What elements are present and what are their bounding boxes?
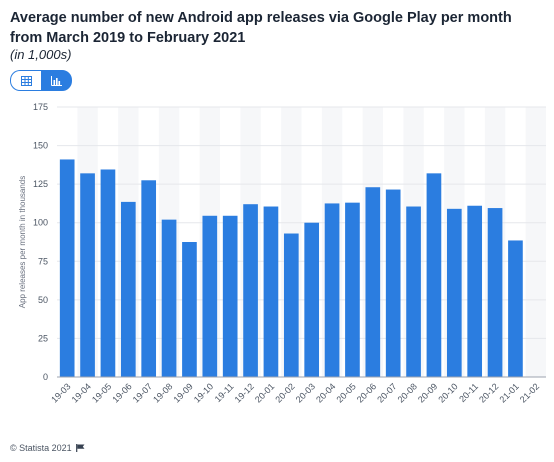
footer: © Statista 2021 — [10, 443, 85, 453]
y-tick-label: 150 — [33, 141, 48, 151]
bar-chart: 0 25 50 75 100 125 150 175 App releases per mont… — [18, 102, 546, 405]
x-tick-label: 20-10 — [436, 381, 459, 404]
y-tick-label: 25 — [38, 333, 48, 343]
x-tick-label: 21-02 — [518, 381, 541, 404]
bar[interactable] — [365, 187, 381, 377]
x-tick-label: 19-04 — [70, 381, 93, 404]
copyright-text: © Statista 2021 — [10, 443, 72, 453]
column-band — [525, 107, 546, 377]
bar[interactable] — [467, 205, 483, 377]
y-tick-label: 100 — [33, 218, 48, 228]
bar-chart-icon — [51, 75, 62, 86]
y-tick-label: 0 — [43, 372, 48, 382]
x-tick-label: 19-11 — [213, 381, 236, 404]
chart-title: Average number of new Android app releas… — [10, 10, 512, 46]
x-tick-label: 20-06 — [355, 381, 378, 404]
bar[interactable] — [59, 159, 75, 377]
x-tick-label: 20-07 — [375, 381, 398, 404]
x-tick-label: 20-12 — [477, 381, 500, 404]
x-tick-label: 19-08 — [151, 381, 174, 404]
y-tick-label: 75 — [38, 256, 48, 266]
bar[interactable] — [426, 173, 442, 377]
bar[interactable] — [508, 240, 523, 377]
y-axis-label: App releases per month in thousands — [18, 176, 27, 309]
x-tick-label: 19-09 — [171, 381, 194, 404]
bar[interactable] — [182, 242, 197, 377]
y-tick-label: 125 — [33, 179, 48, 189]
x-tick-label: 20-01 — [253, 381, 276, 404]
chart-view-button[interactable] — [41, 70, 72, 91]
bar[interactable] — [406, 206, 421, 377]
bar[interactable] — [100, 169, 116, 377]
x-tick-label: 20-02 — [273, 381, 296, 404]
bar[interactable] — [345, 202, 360, 377]
bar[interactable] — [446, 208, 462, 377]
bar[interactable] — [304, 222, 320, 377]
bar[interactable] — [385, 189, 401, 377]
bar[interactable] — [487, 208, 503, 377]
view-toggle — [10, 70, 72, 91]
x-tick-label: 20-08 — [396, 381, 419, 404]
x-tick-label: 19-12 — [233, 381, 256, 404]
x-tick-label: 20-03 — [294, 381, 317, 404]
table-icon — [20, 75, 32, 86]
x-tick-label: 20-05 — [334, 381, 357, 404]
x-tick-label: 20-04 — [314, 381, 337, 404]
x-tick-label: 19-06 — [110, 381, 133, 404]
bar[interactable] — [120, 201, 136, 377]
chart-subtitle: (in 1,000s) — [10, 47, 72, 62]
bar[interactable] — [263, 206, 279, 377]
bar[interactable] — [202, 215, 218, 377]
x-tick-label: 19-07 — [131, 381, 154, 404]
y-tick-label: 175 — [33, 102, 48, 112]
bar[interactable] — [222, 215, 238, 377]
table-view-button[interactable] — [10, 70, 41, 91]
y-tick-label: 50 — [38, 295, 48, 305]
bar[interactable] — [80, 173, 95, 377]
x-tick-label: 20-09 — [416, 381, 439, 404]
bar[interactable] — [283, 233, 299, 377]
x-tick-label: 20-11 — [457, 381, 480, 404]
flag-icon[interactable] — [75, 444, 85, 452]
x-tick-label: 19-05 — [90, 381, 113, 404]
bar[interactable] — [243, 204, 258, 377]
x-tick-label: 21-01 — [497, 381, 520, 404]
bar[interactable] — [141, 180, 157, 377]
bar[interactable] — [324, 203, 340, 377]
x-tick-label: 19-03 — [49, 381, 72, 404]
bar[interactable] — [161, 219, 177, 377]
x-tick-label: 19-10 — [192, 381, 215, 404]
